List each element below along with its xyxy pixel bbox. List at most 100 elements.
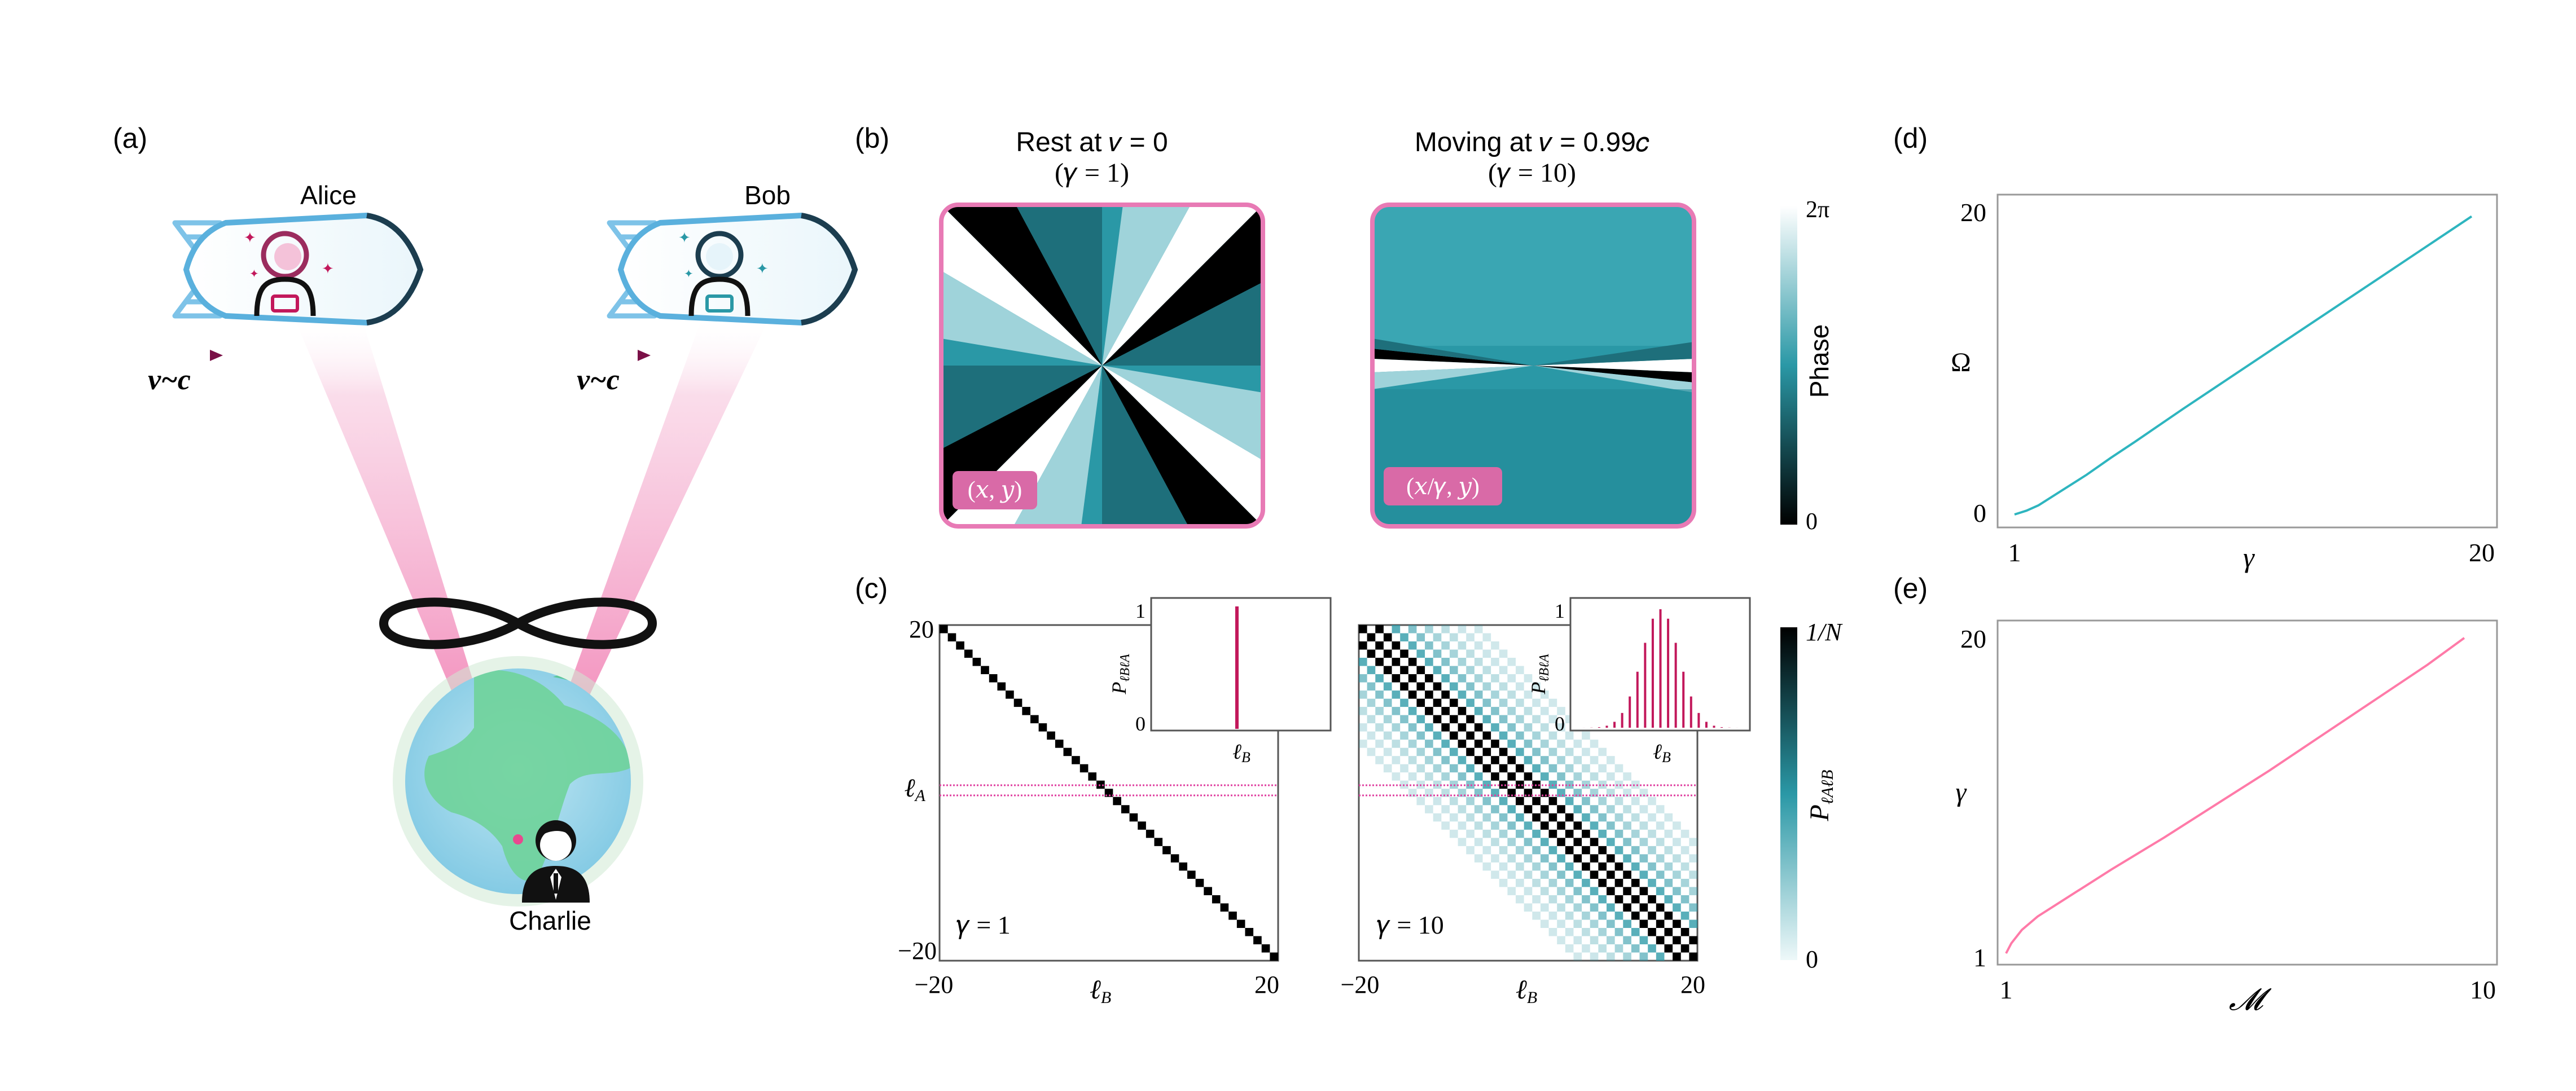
matrix-right-cell — [1639, 854, 1648, 863]
matrix-right-cell — [1557, 789, 1565, 797]
plot-d-xlabel: γ — [2243, 542, 2255, 573]
matrix-right-cell — [1540, 903, 1549, 912]
matrix-right-cell — [1392, 740, 1401, 748]
matrix-right-cell — [1416, 747, 1425, 756]
matrix-left-cell — [964, 649, 973, 658]
matrix-left-cell — [989, 674, 998, 683]
matrix-right-cell — [1565, 764, 1574, 773]
matrix-right-cell — [1631, 862, 1640, 871]
matrix-right-cell — [1499, 813, 1508, 822]
matrix-right-cell — [1532, 862, 1541, 871]
c-left-xtick-left: −20 — [915, 971, 954, 998]
matrix-right-cell — [1614, 944, 1623, 953]
matrix-right-cell — [1474, 707, 1483, 715]
alice-ship: ✦ ✦ ✦ — [172, 212, 424, 326]
matrix-right-cell — [1400, 698, 1408, 707]
matrix-right-cell — [1598, 862, 1607, 871]
c-left-ytick-bottom: −20 — [898, 937, 937, 965]
matrix-right-cell — [1507, 658, 1516, 666]
velocity-label-bob: v~c — [577, 364, 620, 396]
matrix-right-cell — [1557, 903, 1565, 912]
matrix-right-cell — [1631, 878, 1640, 887]
matrix-right-cell — [1408, 690, 1417, 699]
matrix-right-cell — [1648, 895, 1656, 904]
matrix-right-cell — [1573, 903, 1582, 912]
inset-left-ylabel: PℓBℓA — [1108, 654, 1133, 695]
matrix-right-cell — [1623, 789, 1631, 797]
matrix-right-cell — [1648, 944, 1656, 953]
matrix-right-cell — [1532, 797, 1541, 806]
matrix-right-cell — [1416, 797, 1425, 806]
matrix-right-cell — [1507, 723, 1516, 732]
matrix-right-cell — [1408, 658, 1417, 666]
matrix-right-cell — [1590, 920, 1599, 928]
matrix-right-cell — [1548, 862, 1557, 871]
plot-e-frame — [1996, 619, 2498, 966]
matrix-right-cell — [1639, 789, 1648, 797]
matrix-right-cell — [1466, 715, 1474, 724]
matrix-right-cell — [1516, 666, 1524, 675]
matrix-right-cell — [1532, 813, 1541, 822]
matrix-right-cell — [1673, 821, 1681, 830]
matrix-left-cell — [1022, 707, 1030, 715]
matrix-right-cell — [1648, 862, 1656, 871]
matrix-right-cell — [1482, 846, 1491, 855]
matrix-right-cell — [1416, 731, 1425, 740]
charlie-label: Charlie — [509, 906, 591, 935]
c-right-xtick-right: 20 — [1680, 971, 1705, 998]
matrix-right-cell — [1623, 821, 1631, 830]
matrix-right-cell — [1540, 838, 1549, 846]
matrix-right-cell — [1607, 805, 1615, 813]
matrix-right-cell — [1491, 805, 1499, 813]
matrix-left-cell — [1253, 936, 1262, 944]
matrix-right-cell — [1680, 911, 1689, 920]
matrix-right-cell — [1466, 846, 1474, 855]
matrix-right-cell — [1590, 805, 1599, 813]
matrix-right-cell — [1367, 747, 1376, 756]
matrix-right-cell — [1449, 715, 1458, 724]
velocity-label-alice: v~c — [148, 364, 191, 396]
matrix-right-cell — [1516, 895, 1524, 904]
phase-rest-title-line2: (𝛾 = 1) — [1055, 158, 1129, 188]
matrix-right-cell — [1573, 887, 1582, 895]
matrix-right-cell — [1466, 780, 1474, 789]
matrix-right-cell — [1491, 870, 1499, 879]
prob-colorbar-label: PℓAℓB — [1805, 770, 1837, 822]
matrix-right-cell — [1614, 780, 1623, 789]
matrix-right-cell — [1548, 764, 1557, 773]
matrix-right-cell — [1614, 846, 1623, 855]
matrix-right-cell — [1466, 649, 1474, 658]
matrix-right-cell — [1474, 723, 1483, 732]
phase-colorbar-top: 2π — [1806, 197, 1829, 223]
matrix-right-cell — [1466, 797, 1474, 806]
matrix-right-cell — [1433, 698, 1442, 707]
matrix-right-cell — [1631, 927, 1640, 936]
matrix-left-cell — [1038, 723, 1047, 732]
matrix-right-cell — [1392, 658, 1401, 666]
matrix-right-cell — [1614, 878, 1623, 887]
matrix-right-cell — [1482, 682, 1491, 691]
matrix-right-cell — [1516, 731, 1524, 740]
matrix-right-cell — [1590, 936, 1599, 944]
matrix-right-cell — [1375, 658, 1384, 666]
matrix-right-cell — [1400, 731, 1408, 740]
matrix-right-cell — [1557, 756, 1565, 764]
plot-e-ylabel: γ — [1956, 777, 1967, 807]
matrix-right-cell — [1607, 903, 1615, 912]
matrix-right-cell — [1524, 903, 1533, 912]
matrix-right-cell — [1408, 740, 1417, 748]
matrix-right-cell — [1516, 747, 1524, 756]
matrix-right-cell — [1656, 936, 1665, 944]
matrix-right-cell — [1383, 698, 1392, 707]
matrix-right-cell — [1375, 723, 1384, 732]
matrix-right-cell — [1458, 723, 1467, 732]
matrix-right-cell — [1607, 821, 1615, 830]
matrix-left-cell — [1013, 698, 1022, 707]
c-left-ytick-ellA: ℓA — [905, 773, 926, 805]
matrix-right-cell — [1656, 887, 1665, 895]
matrix-left-cell — [1138, 821, 1146, 830]
prob-colorbar-top: 1/N — [1806, 618, 1843, 646]
matrix-right-cell — [1557, 821, 1565, 830]
matrix-right-cell — [1565, 944, 1574, 953]
matrix-right-cell — [1590, 854, 1599, 863]
